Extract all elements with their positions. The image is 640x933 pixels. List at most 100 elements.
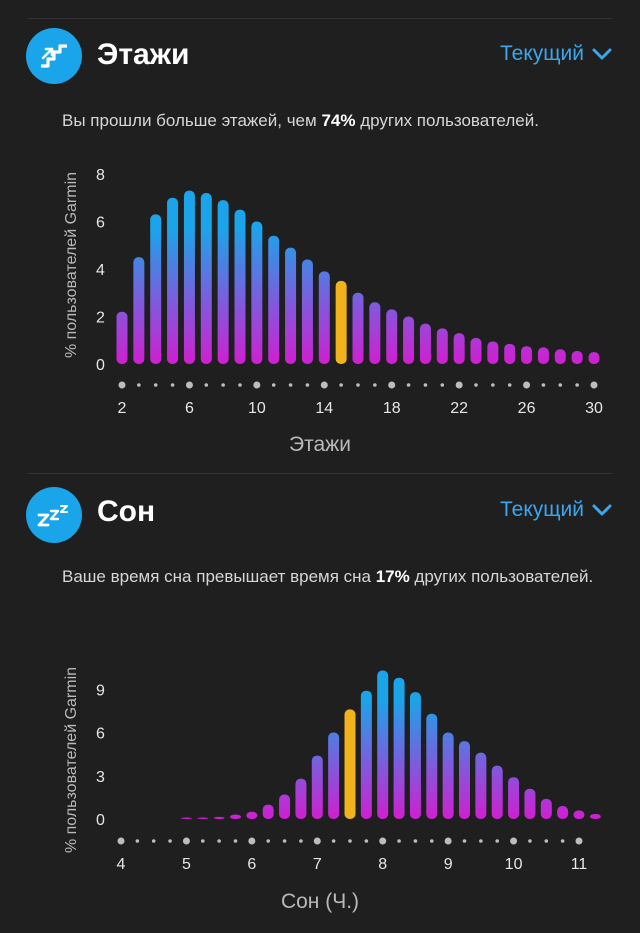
x-tick-label: 11 <box>571 856 588 873</box>
chevron-down-icon <box>592 504 612 516</box>
axis-dot <box>510 837 518 845</box>
bar <box>386 309 398 364</box>
y-tick-label: 4 <box>96 262 105 279</box>
axis-dot <box>364 839 369 843</box>
axis-dot <box>320 381 328 389</box>
axis-dot <box>137 383 141 387</box>
bar <box>487 341 499 364</box>
axis-dot <box>305 383 310 387</box>
stairs-icon <box>26 28 82 84</box>
axis-dot <box>455 381 463 389</box>
bar <box>419 323 431 364</box>
bar <box>491 765 503 819</box>
axis-dot <box>248 837 256 845</box>
y-tick-label: 0 <box>96 357 105 374</box>
bar <box>537 347 549 364</box>
axis-dot <box>117 837 125 845</box>
axis-dot <box>200 839 205 843</box>
y-tick-label: 2 <box>96 310 105 327</box>
bar <box>588 352 600 364</box>
bar <box>442 732 454 819</box>
y-tick-label: 6 <box>96 215 105 232</box>
bar <box>180 817 192 819</box>
x-tick-label: 6 <box>185 400 194 417</box>
x-tick-label: 9 <box>444 856 453 873</box>
bar <box>589 813 601 819</box>
axis-dot <box>253 381 261 389</box>
x-tick-label: 5 <box>182 856 191 873</box>
axis-dot <box>523 381 531 389</box>
bar <box>524 788 536 819</box>
axis-dot <box>266 839 271 843</box>
axis-dot <box>479 839 483 843</box>
axis-dot <box>282 839 287 843</box>
bar <box>459 741 470 819</box>
dropdown-label: Текущий <box>500 498 584 521</box>
period-dropdown[interactable]: Текущий <box>500 498 612 522</box>
x-tick-label: 26 <box>518 400 536 417</box>
axis-dot <box>135 839 140 843</box>
bar <box>285 247 297 364</box>
y-tick-label: 9 <box>96 682 105 699</box>
axis-dot <box>379 837 387 845</box>
axis-dot <box>373 383 377 387</box>
y-tick-label: 6 <box>96 726 105 743</box>
bar <box>213 816 225 819</box>
bar <box>150 214 162 364</box>
bar <box>200 193 212 364</box>
axis-dot <box>590 381 598 389</box>
axis-dot <box>444 837 452 845</box>
x-tick-label: 4 <box>117 856 126 873</box>
bar <box>573 810 585 819</box>
x-tick-label: 7 <box>313 856 322 873</box>
axis-dot <box>462 839 467 843</box>
bar <box>557 806 569 819</box>
axis-dot <box>151 839 156 843</box>
x-tick-label: 10 <box>248 400 266 417</box>
x-axis-title: Сон (Ч.) <box>280 890 360 913</box>
section-divider <box>28 473 612 474</box>
percent-value: 74% <box>321 111 356 130</box>
comparison-text: Ваше время сна превышает время сна 17% д… <box>62 567 594 586</box>
axis-dot <box>558 383 563 387</box>
bar <box>504 343 516 364</box>
axis-dot <box>474 383 478 387</box>
bar <box>311 755 323 819</box>
x-tick-label: 10 <box>505 856 523 873</box>
y-axis-label: % пользователей Garmin <box>63 667 80 853</box>
axis-dot <box>182 837 190 845</box>
axis-dot <box>528 839 532 843</box>
bar <box>301 259 313 364</box>
y-tick-label: 3 <box>96 769 105 786</box>
x-tick-label: 8 <box>378 856 387 873</box>
period-dropdown[interactable]: Текущий <box>500 42 612 66</box>
axis-dot <box>185 381 193 389</box>
bar <box>571 350 583 364</box>
bar <box>403 316 415 364</box>
top-divider <box>28 18 612 19</box>
bar <box>508 777 520 819</box>
bar <box>268 235 280 364</box>
axis-dot <box>118 381 126 389</box>
axis-dot <box>388 381 396 389</box>
bar <box>197 817 209 819</box>
x-tick-label: 30 <box>585 400 603 417</box>
bar <box>352 292 364 364</box>
y-axis-label: % пользователей Garmin <box>63 172 80 358</box>
bar <box>230 814 241 819</box>
axis-dot <box>204 383 209 387</box>
bar <box>234 209 246 364</box>
axis-dot <box>541 383 546 387</box>
bar <box>217 200 229 364</box>
comparison-text: Вы прошли больше этажей, чем 74% других … <box>62 111 539 130</box>
axis-dot <box>271 383 276 387</box>
bar <box>369 302 381 364</box>
axis-dot <box>288 383 293 387</box>
section-title: Этажи <box>97 38 190 71</box>
axis-dot <box>560 839 565 843</box>
y-tick-label: 0 <box>96 812 105 829</box>
axis-dot <box>339 383 343 387</box>
axis-dot <box>423 383 428 387</box>
x-tick-label: 2 <box>118 400 127 417</box>
